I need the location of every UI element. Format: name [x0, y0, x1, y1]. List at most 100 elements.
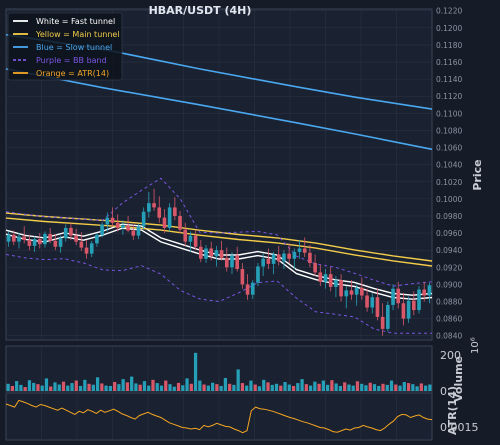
candle-body — [292, 251, 297, 259]
volume-bar — [257, 386, 262, 391]
slow-tunnel-line — [5, 68, 433, 151]
volume-bar — [27, 380, 32, 391]
volume-bar — [364, 385, 368, 391]
candle-body — [198, 246, 203, 259]
candle — [422, 281, 427, 302]
candle-body — [105, 217, 110, 225]
volume-bar — [389, 380, 394, 391]
candle — [318, 264, 323, 287]
candle-body — [84, 247, 89, 254]
candle-body — [121, 225, 125, 228]
volume-bar — [78, 385, 83, 391]
candle-body — [219, 250, 224, 258]
volume-bar — [202, 384, 206, 391]
candle-body — [22, 236, 27, 240]
candle — [287, 243, 291, 264]
volume-bar — [343, 382, 347, 391]
volume-bar — [176, 382, 181, 391]
volume-bar — [223, 378, 228, 391]
candle — [313, 254, 317, 276]
candle-body — [344, 290, 349, 297]
volume-bar — [36, 384, 40, 391]
candle — [121, 220, 125, 235]
candle — [209, 241, 214, 261]
volume-bar — [308, 385, 313, 391]
candle — [141, 207, 146, 230]
volume-bar — [406, 383, 411, 391]
candle — [375, 288, 380, 321]
candle-body — [6, 234, 11, 242]
legend-label: Orange = ATR(14) — [36, 69, 109, 78]
main-tunnel-line — [5, 217, 433, 267]
price-tick-label: 0.0960 — [436, 229, 462, 238]
candle-body — [43, 233, 47, 245]
candle-body — [411, 300, 416, 311]
legend-label: White = Fast tunnel — [36, 17, 115, 26]
candle — [48, 227, 52, 244]
volume-bar — [300, 379, 304, 391]
candle — [214, 245, 219, 267]
candle — [240, 263, 245, 289]
candle-body — [417, 289, 421, 311]
atr-line — [5, 399, 433, 434]
candle-body — [188, 235, 193, 242]
candle-body — [147, 203, 151, 212]
candle — [386, 301, 390, 332]
main-tunnel-line — [5, 212, 433, 262]
candle-body — [32, 239, 37, 246]
candle — [58, 235, 63, 253]
candle — [328, 267, 333, 292]
volume-offset-label: 10⁶ — [470, 337, 481, 354]
volume-bar — [270, 384, 274, 391]
candle — [115, 214, 120, 232]
candle — [198, 239, 203, 263]
volume-bar — [108, 385, 112, 391]
candle-body — [391, 288, 395, 305]
volume-bar — [262, 379, 266, 391]
volume-bar — [326, 384, 330, 391]
candle — [308, 245, 312, 268]
volume-bar — [32, 382, 36, 391]
candle-body — [422, 289, 427, 296]
volume-tick-label: 0 — [440, 385, 447, 398]
price-tick-label: 0.1120 — [436, 92, 462, 101]
candle-body — [406, 300, 411, 319]
candle — [178, 210, 182, 234]
volume-bar — [125, 382, 130, 391]
price-tick-label: 0.1160 — [436, 58, 462, 67]
candle — [204, 245, 208, 264]
candle — [110, 207, 115, 227]
volume-bar — [423, 385, 428, 391]
volume-bar — [164, 380, 168, 391]
legend-box — [7, 12, 123, 81]
volume-bar — [185, 378, 189, 391]
volume-bar — [57, 384, 61, 391]
candle-body — [178, 215, 182, 230]
volume-bar — [232, 384, 236, 391]
volume-bar — [206, 385, 210, 391]
candle-body — [250, 282, 255, 295]
volume-bar — [138, 384, 142, 391]
volume-bar — [236, 369, 240, 391]
candle — [427, 282, 432, 304]
candle — [256, 263, 260, 287]
bb-band-line — [5, 254, 432, 334]
candle-body — [245, 284, 250, 295]
price-tick-label: 0.1220 — [436, 7, 462, 16]
candle — [271, 251, 276, 275]
volume-bar — [159, 385, 164, 391]
candle-body — [401, 303, 406, 319]
atr-axis-label: ATR(14) — [446, 386, 459, 435]
fast-tunnel-line — [5, 223, 433, 296]
price-tick-label: 0.1200 — [436, 24, 462, 33]
candle-body — [69, 227, 73, 236]
bb-band-line — [5, 177, 433, 287]
volume-bar — [360, 383, 364, 391]
candle-body — [89, 243, 94, 254]
candle-body — [334, 280, 338, 287]
candle-body — [152, 203, 156, 208]
candle — [53, 233, 58, 251]
candle — [323, 269, 328, 289]
volume-bar — [330, 380, 334, 391]
